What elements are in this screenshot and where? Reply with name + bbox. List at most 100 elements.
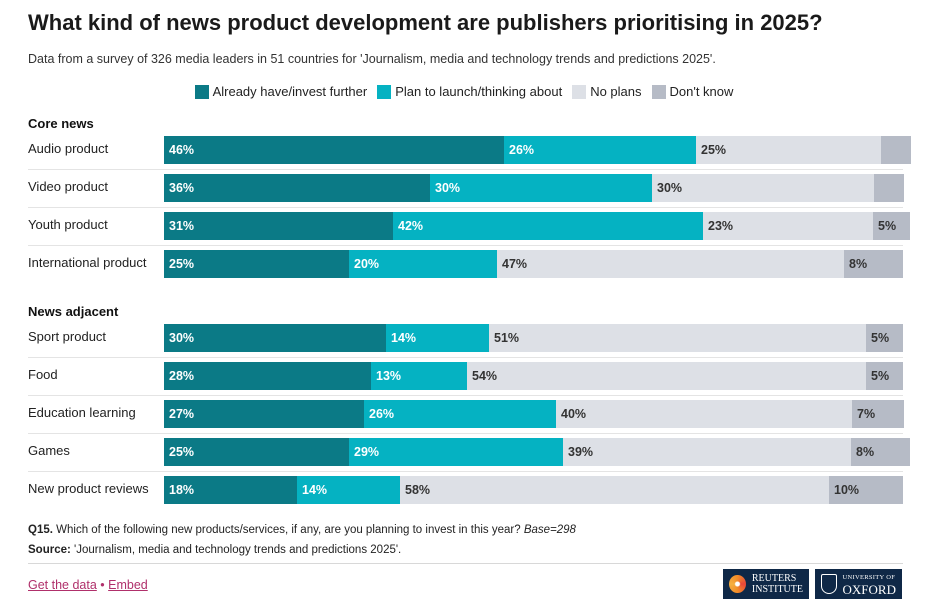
reuters-logo-line1: REUTERS bbox=[751, 573, 797, 584]
bar-value-label: 30% bbox=[657, 181, 683, 195]
oxford-crest-icon bbox=[821, 574, 837, 594]
row-divider bbox=[28, 169, 903, 170]
reuters-logo-line2: INSTITUTE bbox=[751, 584, 803, 595]
source-note: Source: 'Journalism, media and technolog… bbox=[28, 544, 401, 556]
group-label: Core news bbox=[28, 116, 94, 131]
legend-label-already: Already have/invest further bbox=[212, 84, 368, 99]
row-divider bbox=[28, 395, 903, 396]
bar-segment-plan[interactable] bbox=[430, 174, 652, 202]
bar-segment-already[interactable] bbox=[164, 438, 349, 466]
bar-segment-already[interactable] bbox=[164, 362, 371, 390]
legend-label-no-plans: No plans bbox=[590, 84, 642, 99]
legend-item-dont-know: Don't know bbox=[651, 84, 734, 99]
row-label: New product reviews bbox=[28, 481, 149, 496]
bar-segment-dont-know[interactable] bbox=[874, 174, 904, 202]
bar-segment-plan[interactable] bbox=[349, 438, 563, 466]
row-divider bbox=[28, 245, 903, 246]
bar-segment-plan[interactable] bbox=[386, 324, 489, 352]
legend-label-dont-know: Don't know bbox=[669, 84, 734, 99]
bar-value-label: 20% bbox=[354, 257, 380, 271]
oxford-logo-text: UNIVERSITY OF OXFORD bbox=[843, 572, 896, 597]
footer-links: Get the data • Embed bbox=[28, 578, 148, 592]
bar-segment-already[interactable] bbox=[164, 400, 364, 428]
question-text: Which of the following new products/serv… bbox=[52, 524, 524, 536]
bar-value-label: 42% bbox=[398, 219, 424, 233]
bar-segment-no-plans[interactable] bbox=[556, 400, 852, 428]
legend: Already have/invest further Plan to laun… bbox=[0, 84, 928, 99]
reuters-dots-icon bbox=[729, 575, 746, 593]
legend-swatch-already bbox=[194, 84, 209, 99]
source-label: Source: bbox=[28, 544, 71, 556]
row-label: Audio product bbox=[28, 141, 109, 156]
row-divider bbox=[28, 433, 903, 434]
bar-segment-dont-know[interactable] bbox=[829, 476, 903, 504]
bar-segment-plan[interactable] bbox=[504, 136, 696, 164]
bar-segment-dont-know[interactable] bbox=[881, 136, 911, 164]
bar-value-label: 27% bbox=[169, 407, 195, 421]
bar-segment-plan[interactable] bbox=[371, 362, 467, 390]
bar-segment-already[interactable] bbox=[164, 212, 393, 240]
bar-value-label: 5% bbox=[871, 369, 890, 383]
bar-segment-plan[interactable] bbox=[297, 476, 400, 504]
bar-segment-no-plans[interactable] bbox=[652, 174, 874, 202]
bar-segment-no-plans[interactable] bbox=[489, 324, 866, 352]
bar-value-label: 29% bbox=[354, 445, 380, 459]
bar-segment-no-plans[interactable] bbox=[467, 362, 866, 390]
bar-value-label: 28% bbox=[169, 369, 195, 383]
row-label: Youth product bbox=[28, 217, 108, 232]
row-label: Education learning bbox=[28, 405, 136, 420]
bar-segment-already[interactable] bbox=[164, 174, 430, 202]
bar-segment-dont-know[interactable] bbox=[844, 250, 903, 278]
bar-segment-plan[interactable] bbox=[364, 400, 556, 428]
bar-value-label: 26% bbox=[369, 407, 395, 421]
bar-value-label: 46% bbox=[169, 143, 195, 157]
bar-segment-dont-know[interactable] bbox=[866, 362, 903, 390]
bar-segment-dont-know[interactable] bbox=[866, 324, 903, 352]
bar-segment-plan[interactable] bbox=[393, 212, 703, 240]
bar-segment-no-plans[interactable] bbox=[696, 136, 881, 164]
reuters-institute-logo[interactable]: REUTERS INSTITUTE bbox=[723, 569, 809, 599]
bar-value-label: 39% bbox=[568, 445, 594, 459]
legend-item-plan: Plan to launch/thinking about bbox=[377, 84, 562, 99]
bar-value-label: 10% bbox=[834, 483, 860, 497]
bar-segment-no-plans[interactable] bbox=[497, 250, 844, 278]
source-text: 'Journalism, media and technology trends… bbox=[70, 544, 402, 556]
legend-item-no-plans: No plans bbox=[572, 84, 642, 99]
bar-value-label: 23% bbox=[708, 219, 734, 233]
bar-segment-dont-know[interactable] bbox=[873, 212, 910, 240]
chart-title: What kind of news product development ar… bbox=[28, 10, 823, 35]
bar-segment-plan[interactable] bbox=[349, 250, 497, 278]
bar-value-label: 51% bbox=[494, 331, 520, 345]
row-label: Food bbox=[28, 367, 58, 382]
bar-value-label: 30% bbox=[169, 331, 195, 345]
bar-segment-already[interactable] bbox=[164, 476, 297, 504]
bar-segment-dont-know[interactable] bbox=[851, 438, 910, 466]
row-divider bbox=[28, 207, 903, 208]
row-label: International product bbox=[28, 255, 147, 270]
base-note: Base=298 bbox=[523, 524, 576, 536]
bar-value-label: 8% bbox=[856, 445, 875, 459]
bar-value-label: 47% bbox=[502, 257, 528, 271]
bar-segment-no-plans[interactable] bbox=[703, 212, 873, 240]
bar-segment-no-plans[interactable] bbox=[400, 476, 829, 504]
question-number: Q15. bbox=[28, 524, 53, 536]
legend-swatch-dont-know bbox=[651, 84, 666, 99]
get-data-link[interactable]: Get the data bbox=[28, 578, 97, 592]
bar-segment-already[interactable] bbox=[164, 324, 386, 352]
bar-value-label: 25% bbox=[169, 257, 195, 271]
embed-link[interactable]: Embed bbox=[108, 578, 148, 592]
bar-segment-already[interactable] bbox=[164, 250, 349, 278]
bar-segment-dont-know[interactable] bbox=[852, 400, 904, 428]
chart-subtitle: Data from a survey of 326 media leaders … bbox=[28, 52, 716, 66]
bar-segment-no-plans[interactable] bbox=[563, 438, 851, 466]
legend-swatch-no-plans bbox=[572, 84, 587, 99]
bar-value-label: 5% bbox=[878, 219, 897, 233]
link-separator: • bbox=[96, 578, 109, 592]
oxford-logo[interactable]: UNIVERSITY OF OXFORD bbox=[815, 569, 902, 599]
bar-value-label: 18% bbox=[169, 483, 195, 497]
legend-item-already: Already have/invest further bbox=[194, 84, 368, 99]
bar-value-label: 13% bbox=[376, 369, 402, 383]
row-divider bbox=[28, 357, 903, 358]
bar-segment-already[interactable] bbox=[164, 136, 504, 164]
legend-label-plan: Plan to launch/thinking about bbox=[395, 84, 563, 99]
